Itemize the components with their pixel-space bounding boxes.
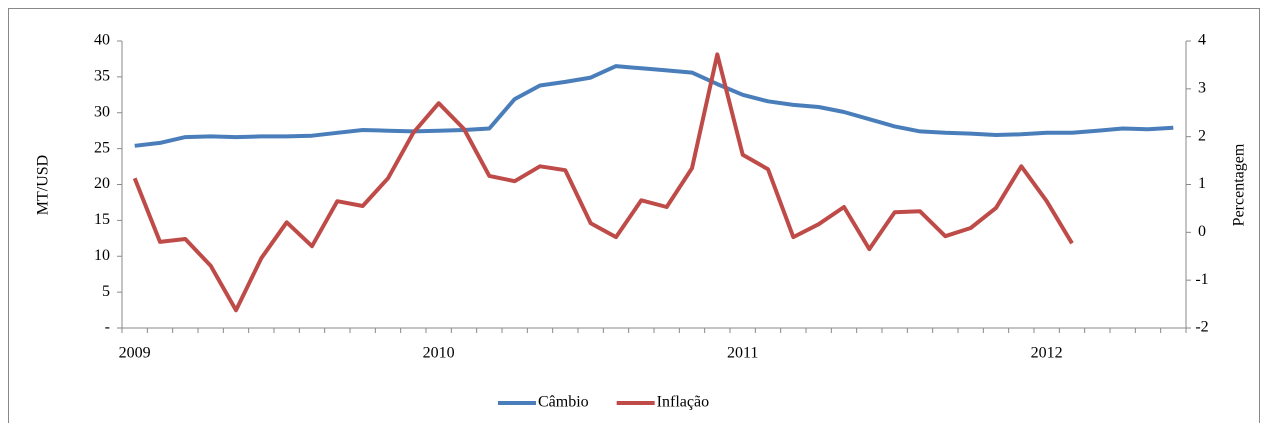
y2-tick-label: 1	[1198, 175, 1206, 192]
y-tick-label: 10	[94, 247, 110, 264]
y2-tick-label: 0	[1198, 223, 1206, 240]
legend-label: Câmbio	[538, 394, 589, 411]
y-tick-label: 15	[94, 211, 110, 228]
x-tick-label: 2011	[727, 345, 758, 362]
x-tick-label: 2009	[119, 345, 151, 362]
y2-tick-label: 3	[1198, 80, 1206, 97]
y2-tick-label: -2	[1195, 319, 1208, 336]
y-tick-label: 20	[94, 175, 110, 192]
y-axis-label: MT/USD	[35, 155, 52, 215]
y2-tick-label: 2	[1198, 127, 1206, 144]
x-tick-label: 2010	[423, 345, 455, 362]
series-line	[134, 64, 1174, 148]
x-tick-label: 2012	[1031, 345, 1063, 362]
y2-tick-label: 4	[1198, 32, 1206, 49]
y-tick-label: 30	[94, 103, 110, 120]
legend-label: Inflação	[657, 394, 709, 411]
y-tick-label: 35	[94, 68, 110, 85]
y-tick-label: 40	[94, 32, 110, 49]
y-tick-label: 5	[102, 283, 110, 300]
y-tick-label: 25	[94, 139, 110, 156]
chart-frame	[8, 8, 1260, 423]
series-line	[132, 52, 1074, 313]
y2-axis-label: Percentagem	[1231, 143, 1248, 226]
y2-tick-label: -1	[1195, 271, 1208, 288]
y-tick-label: -	[105, 319, 110, 336]
